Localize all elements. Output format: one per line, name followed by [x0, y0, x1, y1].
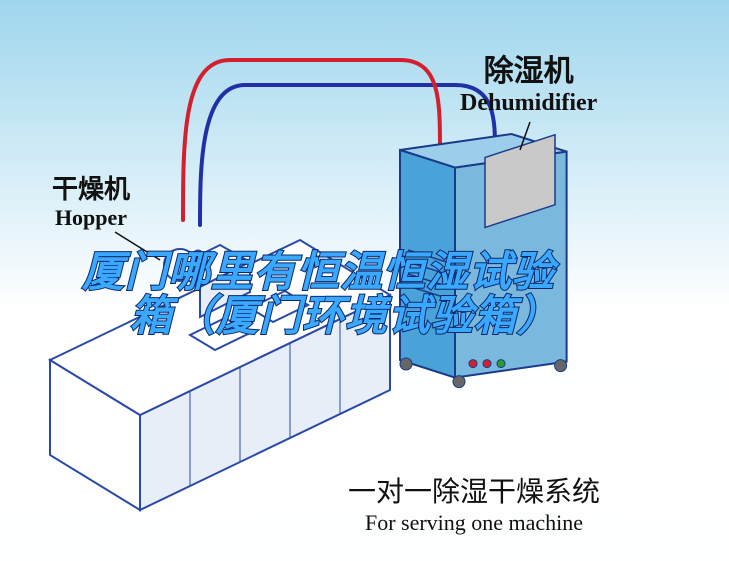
label-hopper: 干燥机 Hopper	[52, 175, 130, 230]
bottom-caption: 一对一除湿干燥系统 For serving one machine	[348, 470, 600, 536]
label-dehumidifier-en: Dehumidifier	[460, 90, 597, 118]
diagram-canvas: 干燥机 Hopper 除湿机 Dehumidifier 一对一除湿干燥系统 Fo…	[0, 0, 729, 561]
label-dehumidifier: 除湿机 Dehumidifier	[460, 55, 597, 117]
bottom-caption-en: For serving one machine	[348, 510, 600, 536]
label-hopper-en: Hopper	[52, 205, 130, 230]
overlay-line-2: 箱（厦门环境试验箱）	[130, 282, 560, 343]
label-dehumidifier-cn: 除湿机	[460, 55, 597, 90]
label-hopper-cn: 干燥机	[52, 175, 130, 205]
bottom-caption-cn: 一对一除湿干燥系统	[348, 470, 600, 510]
